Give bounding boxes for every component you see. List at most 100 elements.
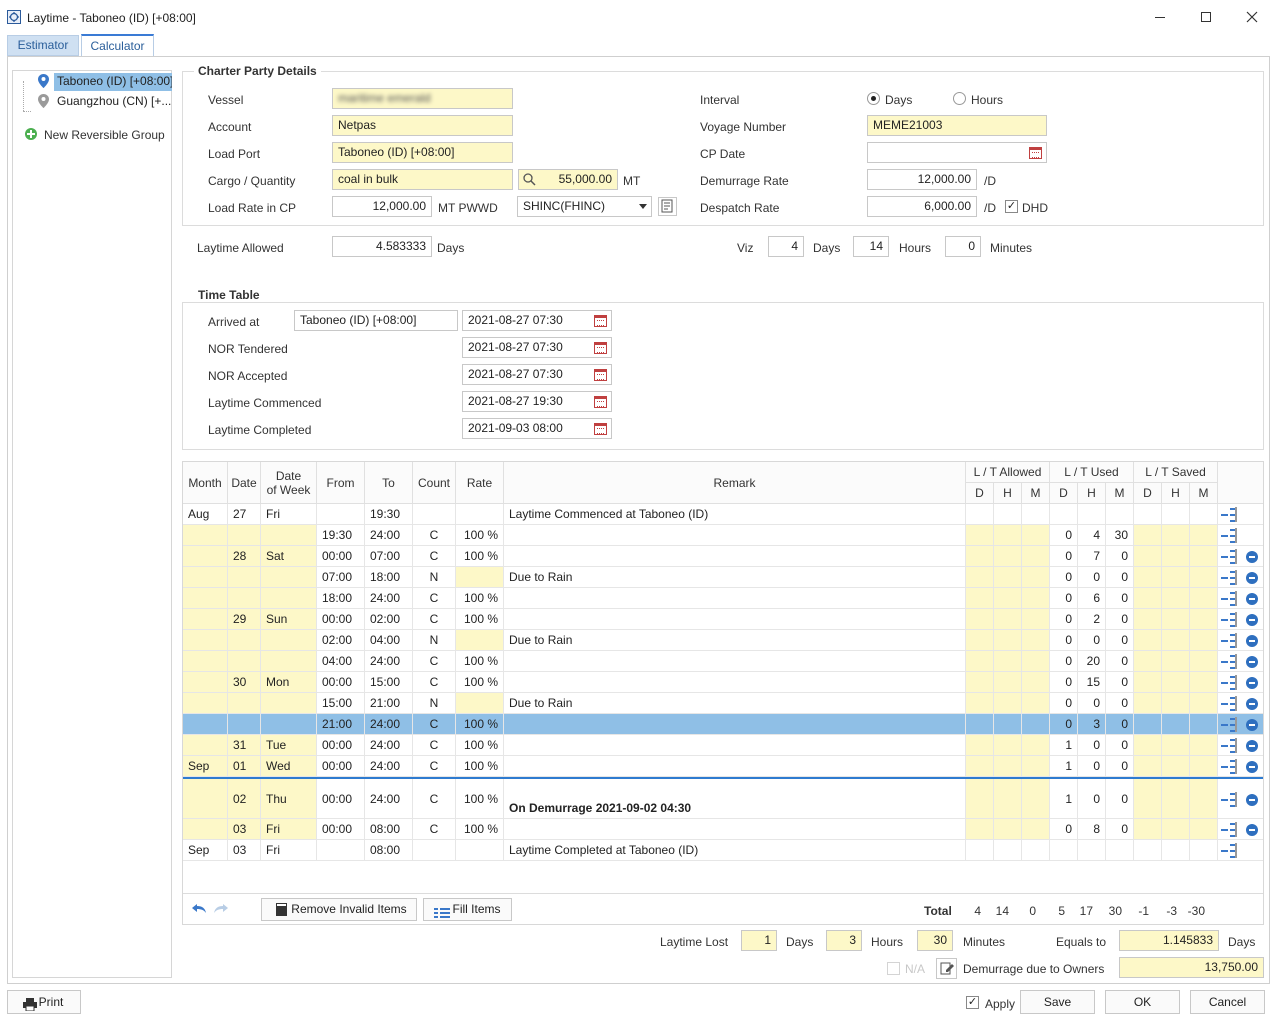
cell-sm[interactable] [1190, 840, 1218, 860]
cell-sm[interactable] [1190, 672, 1218, 692]
cell-count[interactable]: C [413, 525, 456, 545]
remove-row-icon[interactable] [1246, 676, 1258, 689]
cell-from[interactable]: 21:00 [317, 714, 365, 734]
cell-ad[interactable] [966, 779, 994, 818]
cell-from[interactable]: 00:00 [317, 609, 365, 629]
cell-dow[interactable]: Sun [261, 609, 317, 629]
cell-date[interactable] [228, 588, 261, 608]
cell-date[interactable] [228, 525, 261, 545]
cell-sm[interactable] [1190, 567, 1218, 587]
terms-dropdown[interactable]: SHINC(FHINC) [517, 196, 652, 217]
cell-date[interactable]: 01 [228, 756, 261, 776]
cell-um[interactable]: 0 [1106, 630, 1134, 650]
cell-date[interactable] [228, 651, 261, 671]
cell-to[interactable]: 04:00 [365, 630, 413, 650]
table-row[interactable]: 21:00 24:00 C 100 % 0 3 0 [183, 714, 1263, 735]
cell-sm[interactable] [1190, 588, 1218, 608]
cell-uh[interactable]: 7 [1078, 546, 1106, 566]
cell-ah[interactable] [994, 756, 1022, 776]
remove-row-icon[interactable] [1246, 571, 1258, 584]
calendar-icon[interactable] [594, 396, 607, 408]
cell-dow[interactable] [261, 693, 317, 713]
cell-to[interactable]: 24:00 [365, 756, 413, 776]
cell-uh[interactable]: 0 [1078, 735, 1106, 755]
cell-sm[interactable] [1190, 779, 1218, 818]
table-row[interactable]: 02 Thu 00:00 24:00 C 100 % On Demurrage 2021-0… [183, 777, 1263, 819]
cell-date[interactable] [228, 714, 261, 734]
cell-dow[interactable] [261, 567, 317, 587]
save-button[interactable]: Save [1020, 990, 1095, 1014]
cell-from[interactable]: 00:00 [317, 735, 365, 755]
calendar-icon[interactable] [594, 423, 607, 435]
cell-ah[interactable] [994, 504, 1022, 524]
cell-remark[interactable] [504, 651, 966, 671]
cell-sh[interactable] [1162, 672, 1190, 692]
cell-am[interactable] [1022, 651, 1050, 671]
cell-rate[interactable]: 100 % [456, 714, 504, 734]
maximize-button[interactable] [1194, 8, 1218, 26]
cell-from[interactable]: 00:00 [317, 819, 365, 839]
remove-row-icon[interactable] [1246, 550, 1258, 563]
arrived-time-field[interactable]: 2021-08-27 07:30 [462, 310, 612, 331]
cell-dow[interactable]: Fri [261, 504, 317, 524]
cell-from[interactable]: 00:00 [317, 779, 365, 818]
cell-rate[interactable] [456, 693, 504, 713]
cell-am[interactable] [1022, 525, 1050, 545]
cell-date[interactable] [228, 693, 261, 713]
cell-month[interactable] [183, 693, 228, 713]
cell-rate[interactable]: 100 % [456, 756, 504, 776]
cell-rate[interactable] [456, 630, 504, 650]
cell-ah[interactable] [994, 693, 1022, 713]
cell-date[interactable]: 27 [228, 504, 261, 524]
cell-date[interactable]: 31 [228, 735, 261, 755]
remove-row-icon[interactable] [1246, 697, 1258, 710]
cell-sm[interactable] [1190, 609, 1218, 629]
table-row[interactable]: Sep 03 Fri 08:00 Laytime Completed at Tabone… [183, 840, 1263, 861]
cell-sd[interactable] [1134, 756, 1162, 776]
cell-um[interactable]: 0 [1106, 588, 1134, 608]
cell-sm[interactable] [1190, 756, 1218, 776]
cp-date-field[interactable] [867, 142, 1047, 163]
laytime-commenced-field[interactable]: 2021-08-27 19:30 [462, 391, 612, 412]
cell-month[interactable] [183, 779, 228, 818]
cell-ud[interactable]: 0 [1050, 672, 1078, 692]
remove-row-icon[interactable] [1246, 592, 1258, 605]
cell-ud[interactable]: 0 [1050, 546, 1078, 566]
tab-calculator[interactable]: Calculator [81, 34, 154, 57]
cell-rate[interactable] [456, 504, 504, 524]
cell-ud[interactable]: 1 [1050, 756, 1078, 776]
cell-count[interactable]: N [413, 567, 456, 587]
cell-sd[interactable] [1134, 630, 1162, 650]
cell-uh[interactable]: 0 [1078, 630, 1106, 650]
cell-month[interactable] [183, 525, 228, 545]
edit-icon[interactable] [936, 958, 957, 979]
cell-remark[interactable]: Laytime Commenced at Taboneo (ID) [504, 504, 966, 524]
cell-um[interactable]: 0 [1106, 651, 1134, 671]
account-field[interactable]: Netpas [332, 115, 513, 136]
cell-rate[interactable] [456, 840, 504, 860]
cell-uh[interactable]: 15 [1078, 672, 1106, 692]
cell-sm[interactable] [1190, 735, 1218, 755]
cell-sd[interactable] [1134, 504, 1162, 524]
cell-ud[interactable]: 0 [1050, 651, 1078, 671]
cell-sh[interactable] [1162, 756, 1190, 776]
cell-count[interactable] [413, 840, 456, 860]
cell-sh[interactable] [1162, 630, 1190, 650]
cell-count[interactable]: C [413, 756, 456, 776]
cell-am[interactable] [1022, 779, 1050, 818]
cell-am[interactable] [1022, 840, 1050, 860]
cell-ah[interactable] [994, 630, 1022, 650]
cell-rate[interactable]: 100 % [456, 525, 504, 545]
col-count[interactable]: Count [413, 462, 456, 504]
laytime-allowed-field[interactable]: 4.583333 [332, 236, 432, 257]
cell-ad[interactable] [966, 651, 994, 671]
cell-sd[interactable] [1134, 735, 1162, 755]
cell-from[interactable]: 00:00 [317, 546, 365, 566]
cell-remark[interactable] [504, 672, 966, 692]
cell-month[interactable]: Sep [183, 840, 228, 860]
cell-uh[interactable] [1078, 840, 1106, 860]
cell-ah[interactable] [994, 714, 1022, 734]
cell-ad[interactable] [966, 630, 994, 650]
cell-ad[interactable] [966, 714, 994, 734]
calendar-icon[interactable] [594, 315, 607, 327]
